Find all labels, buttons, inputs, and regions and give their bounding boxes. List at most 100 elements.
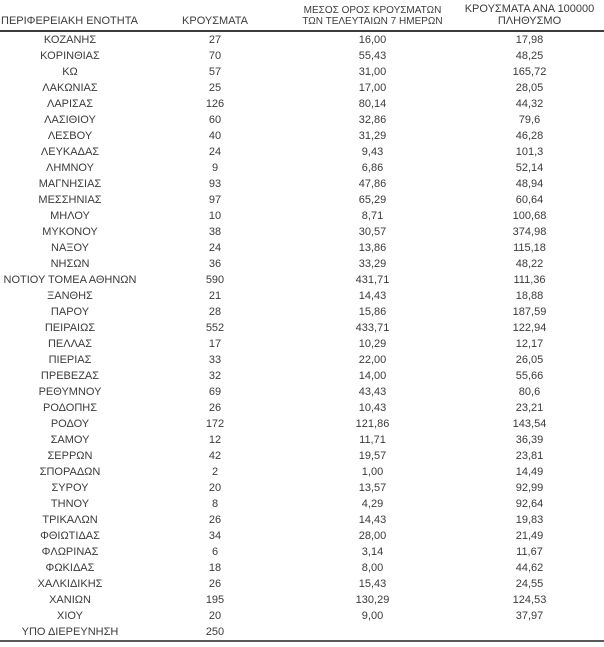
- per100k-cell: 18,88: [515, 290, 544, 302]
- region-cell: ΦΘΙΩΤΙΔΑΣ: [40, 530, 100, 542]
- per100k-cell: 44,62: [515, 562, 544, 574]
- per100k-cell: 79,6: [518, 114, 541, 126]
- per100k-cell: 111,36: [513, 274, 546, 286]
- region-cell: ΧΑΝΙΩΝ: [49, 594, 91, 606]
- avg7days-cell: 3,14: [361, 546, 384, 558]
- col-header-cases: ΚΡΟΥΣΜΑΤΑ: [140, 0, 290, 32]
- cases-cell: 9: [211, 162, 219, 174]
- region-cell: ΧΙΟΥ: [57, 610, 83, 622]
- table-row: ΦΛΩΡΙΝΑΣ 6 3,14 11,67: [0, 544, 604, 560]
- per100k-cell: 17,98: [515, 34, 544, 46]
- region-cell: ΦΛΩΡΙΝΑΣ: [41, 546, 99, 558]
- cases-cell: 172: [205, 418, 225, 430]
- per100k-cell: 19,83: [515, 514, 544, 526]
- region-cell: ΚΩ: [62, 66, 78, 78]
- avg7days-cell: 6,86: [361, 162, 384, 174]
- region-cell: ΝΗΣΩΝ: [50, 258, 90, 270]
- cases-cell: 38: [208, 226, 222, 238]
- region-cell: ΥΠΟ ΔΙΕΡΕΥΝΗΣΗ: [0, 624, 140, 642]
- table-row: ΠΡΕΒΕΖΑΣ 32 14,00 55,66: [0, 368, 604, 384]
- region-cell: ΠΙΕΡΙΑΣ: [48, 354, 92, 366]
- per100k-cell: 36,39: [515, 434, 544, 446]
- cases-cell: 60: [208, 114, 222, 126]
- per100k-cell: 101,3: [515, 146, 544, 158]
- cases-cell: 20: [208, 482, 222, 494]
- region-cell: ΣΠΟΡΑΔΩΝ: [39, 466, 101, 478]
- region-cell: ΤΡΙΚΑΛΩΝ: [42, 514, 98, 526]
- cases-cell: 97: [208, 194, 222, 206]
- per100k-cell: 48,25: [515, 50, 544, 62]
- avg7days-cell: 13,57: [358, 482, 387, 494]
- avg7days-cell: 55,43: [358, 50, 387, 62]
- table-row: ΚΟΡΙΝΘΙΑΣ 70 55,43 48,25: [0, 48, 604, 64]
- table-row: ΝΗΣΩΝ 36 33,29 48,22: [0, 256, 604, 272]
- per100k-cell: 48,22: [515, 258, 544, 270]
- cases-cell: 40: [208, 130, 222, 142]
- region-cell: ΣΕΡΡΩΝ: [47, 450, 93, 462]
- avg7days-cell: 33,29: [358, 258, 387, 270]
- cases-cell: 17: [208, 338, 222, 350]
- avg7days-cell: 17,00: [358, 82, 387, 94]
- per100k-cell: 374,98: [512, 226, 547, 238]
- avg7days-cell: 431,71: [355, 274, 390, 286]
- per100k-cell: 12,17: [515, 338, 544, 350]
- per100k-cell: 24,55: [515, 578, 544, 590]
- avg7days-cell: [290, 624, 455, 642]
- table-row: ΦΘΙΩΤΙΔΑΣ 34 28,00 21,49: [0, 528, 604, 544]
- avg7days-cell: 8,71: [361, 210, 384, 222]
- avg7days-cell: 22,00: [358, 354, 387, 366]
- cases-cell: 33: [208, 354, 222, 366]
- avg7days-cell: 4,29: [361, 498, 384, 510]
- avg7days-cell: 433,71: [355, 322, 390, 334]
- cases-cell: 20: [208, 610, 222, 622]
- table-row: ΤΡΙΚΑΛΩΝ 26 14,43 19,83: [0, 512, 604, 528]
- cases-cell: 28: [208, 306, 222, 318]
- cases-cell: 2: [211, 466, 219, 478]
- region-cell: ΦΩΚΙΔΑΣ: [45, 562, 95, 574]
- table-row: ΜΗΛΟΥ 10 8,71 100,68: [0, 208, 604, 224]
- avg7days-cell: 43,43: [358, 386, 387, 398]
- table-row: ΣΕΡΡΩΝ 42 19,57 23,81: [0, 448, 604, 464]
- avg7days-cell: 47,86: [358, 178, 387, 190]
- table-row: ΧΙΟΥ 20 9,00 37,97: [0, 608, 604, 624]
- table-row: ΛΕΥΚΑΔΑΣ 24 9,43 101,3: [0, 144, 604, 160]
- avg7days-cell: 31,29: [358, 130, 387, 142]
- region-cell: ΛΑΡΙΣΑΣ: [46, 98, 93, 110]
- avg7days-cell: 130,29: [355, 594, 390, 606]
- cases-cell: 590: [205, 274, 225, 286]
- region-cell: ΝΑΞΟΥ: [51, 242, 89, 254]
- cases-cell: 10: [208, 210, 222, 222]
- region-cell: ΞΑΝΘΗΣ: [47, 290, 93, 302]
- per100k-cell: 124,53: [512, 594, 547, 606]
- table-row: ΛΑΡΙΣΑΣ 126 80,14 44,32: [0, 96, 604, 112]
- table-row: ΠΙΕΡΙΑΣ 33 22,00 26,05: [0, 352, 604, 368]
- per100k-cell: 100,68: [512, 210, 547, 222]
- cases-cell: 195: [205, 594, 225, 606]
- region-cell: ΚΟΡΙΝΘΙΑΣ: [40, 50, 100, 62]
- per100k-cell: 92,64: [515, 498, 544, 510]
- per100k-cell: 26,05: [515, 354, 544, 366]
- cases-cell: 24: [208, 146, 222, 158]
- per100k-cell: 115,18: [513, 242, 546, 254]
- cases-cell: 126: [205, 98, 225, 110]
- region-cell: ΛΗΜΝΟΥ: [46, 162, 94, 174]
- region-cell: ΣΥΡΟΥ: [51, 482, 89, 494]
- avg7days-cell: 65,29: [358, 194, 387, 206]
- cases-cell: 32: [208, 370, 222, 382]
- table-row: ΣΥΡΟΥ 20 13,57 92,99: [0, 480, 604, 496]
- avg7days-cell: 13,86: [358, 242, 387, 254]
- cases-cell: 552: [205, 322, 225, 334]
- cases-cell: 21: [208, 290, 222, 302]
- per100k-cell: [455, 624, 604, 642]
- cases-cell: 57: [208, 66, 222, 78]
- region-cell: ΡΟΔΟΠΗΣ: [42, 402, 98, 414]
- table-row: ΚΟΖΑΝΗΣ 27 16,00 17,98: [0, 31, 604, 48]
- table-row: ΝΑΞΟΥ 24 13,86 115,18: [0, 240, 604, 256]
- region-cell: ΤΗΝΟΥ: [50, 498, 90, 510]
- cases-cell: 26: [208, 578, 222, 590]
- per100k-cell: 11,67: [516, 546, 543, 558]
- avg7days-cell: 1,00: [361, 466, 384, 478]
- table-body: ΚΟΖΑΝΗΣ 27 16,00 17,98 ΚΟΡΙΝΘΙΑΣ 70 55,43 48,25…: [0, 31, 604, 642]
- table-row: ΚΩ 57 31,00 165,72: [0, 64, 604, 80]
- per100k-cell: 92,99: [515, 482, 544, 494]
